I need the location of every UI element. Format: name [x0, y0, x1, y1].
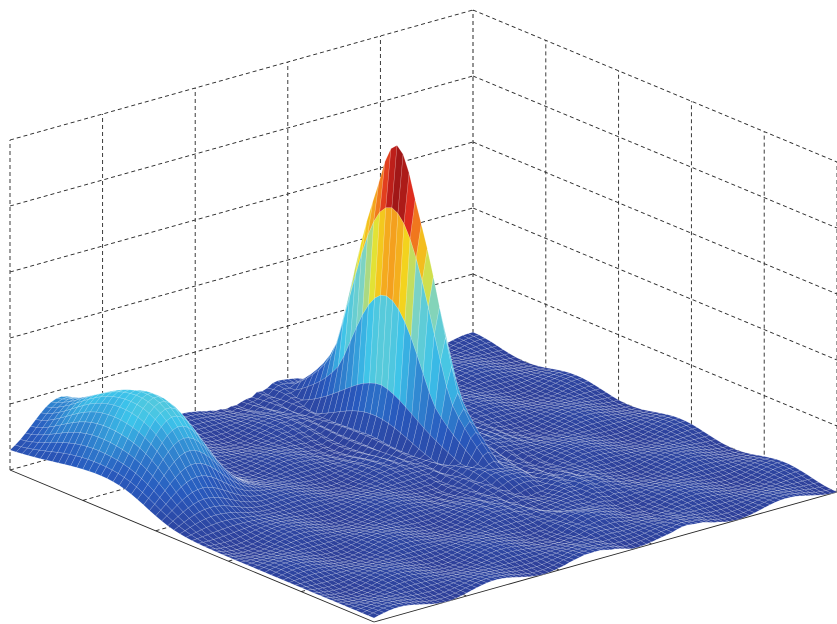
surface-mesh [9, 144, 837, 619]
floor-edge-left [9, 469, 375, 623]
grid-line-right-wall-2 [472, 207, 837, 361]
grid-line-right-wall-4 [472, 75, 837, 229]
grid-line-left-wall-4 [9, 75, 474, 207]
grid-line-left-wall-5 [9, 9, 474, 141]
grid-line-right-wall-3 [472, 141, 837, 295]
grid-line-right-wall-5 [472, 9, 837, 163]
grid-line-right-wall-1 [472, 273, 837, 427]
